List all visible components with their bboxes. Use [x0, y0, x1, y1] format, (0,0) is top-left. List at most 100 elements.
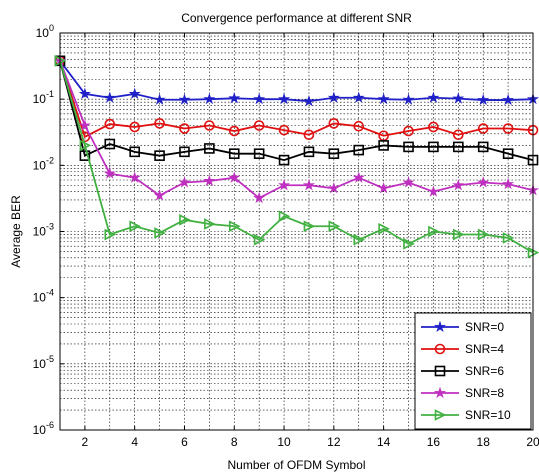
data-point: [79, 139, 92, 152]
data-point: [204, 143, 215, 154]
data-point: [327, 181, 340, 194]
y-tick-label: 10-5: [33, 354, 54, 371]
data-point: [253, 191, 266, 204]
legend-entry: SNR=4: [421, 342, 504, 356]
data-point: [327, 91, 340, 103]
data-point: [328, 148, 340, 159]
data-point: [477, 228, 490, 241]
data-point: [302, 94, 315, 107]
data-point: [477, 176, 490, 188]
series-snr-10: [54, 55, 539, 259]
data-point: [154, 227, 166, 239]
chart-title: Convergence performance at different SNR: [181, 11, 412, 25]
data-point: [104, 228, 117, 241]
x-tick-label: 2: [82, 435, 89, 449]
data-point: [203, 92, 216, 105]
data-point: [228, 171, 241, 183]
data-point: [477, 123, 489, 134]
data-point: [179, 214, 191, 226]
x-axis-label: Number of OFDM Symbol: [227, 458, 365, 472]
data-point: [352, 91, 365, 103]
data-point: [179, 146, 190, 158]
data-point: [128, 87, 141, 100]
data-point: [377, 181, 390, 194]
data-point: [452, 92, 465, 104]
legend-marker: [434, 343, 446, 355]
data-point: [178, 176, 191, 188]
series-line: [59, 60, 534, 103]
data-point: [154, 118, 165, 129]
series-snr-6: [54, 55, 539, 166]
data-point: [154, 150, 165, 161]
data-point: [403, 238, 415, 250]
data-point: [453, 129, 464, 141]
data-point: [427, 185, 440, 197]
data-point: [79, 150, 91, 161]
series-snr-0: [53, 54, 539, 107]
data-point: [477, 141, 489, 153]
data-point: [278, 124, 290, 136]
series-line: [59, 60, 534, 200]
data-point: [179, 123, 190, 134]
axis-ticks: 2 4 6 8 10 12 14 16 18 20 100 10-1 10-2 10-3 10-4 10-5 1…: [33, 23, 539, 449]
data-point: [129, 121, 140, 133]
data-point: [353, 120, 365, 132]
y-axis-label: Average BER: [9, 195, 23, 268]
data-point: [402, 93, 415, 105]
data-point: [153, 93, 166, 105]
data-point: [228, 148, 240, 159]
data-point: [78, 119, 91, 131]
data-point: [353, 144, 365, 156]
data-point: [302, 178, 315, 191]
data-point: [477, 93, 490, 106]
data-point: [253, 120, 265, 131]
data-point: [253, 92, 266, 105]
data-point: [228, 125, 240, 137]
x-tick-label: 10: [277, 435, 291, 449]
data-point: [403, 125, 414, 137]
data-point: [427, 91, 440, 103]
x-tick-label: 16: [427, 435, 441, 449]
legend-label: SNR=6: [465, 364, 504, 378]
data-point: [278, 92, 291, 105]
data-point: [104, 138, 116, 150]
data-point: [328, 220, 341, 233]
data-point: [103, 167, 116, 179]
legend-label: SNR=8: [465, 386, 504, 400]
data-point: [128, 171, 141, 183]
data-point: [428, 121, 439, 133]
data-point: [378, 222, 390, 235]
data-point: [402, 176, 415, 188]
legend-marker: [433, 386, 447, 399]
data-point: [104, 118, 116, 130]
data-point: [278, 178, 291, 191]
data-point: [303, 220, 316, 233]
data-point: [453, 228, 465, 241]
legend-marker: [434, 365, 446, 377]
legend-entry: SNR=10: [421, 408, 511, 422]
legend-entry: SNR=6: [421, 364, 504, 378]
y-tick-label: 100: [36, 23, 54, 40]
data-point: [129, 146, 140, 158]
data-point: [103, 91, 116, 103]
legend-label: SNR=10: [465, 408, 511, 422]
data-point: [403, 141, 414, 153]
series-layer: [53, 54, 539, 259]
data-point: [502, 232, 515, 244]
legend-entry: SNR=0: [421, 320, 504, 334]
x-tick-label: 20: [526, 435, 539, 449]
data-point: [253, 233, 266, 246]
data-point: [178, 93, 191, 105]
x-tick-label: 18: [477, 435, 491, 449]
y-tick-label: 10-3: [33, 222, 54, 239]
x-tick-label: 6: [181, 435, 188, 449]
x-tick-label: 8: [231, 435, 238, 449]
data-point: [502, 177, 515, 190]
data-point: [502, 93, 515, 106]
data-point: [377, 92, 390, 105]
y-tick-label: 10-2: [33, 155, 54, 172]
data-point: [129, 220, 141, 233]
data-point: [378, 140, 389, 151]
data-point: [353, 233, 366, 246]
